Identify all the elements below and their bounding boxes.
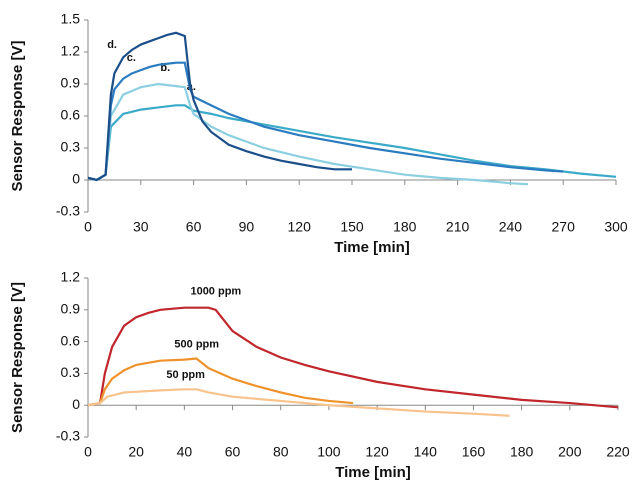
y-tick-label: 1.2 [61, 269, 81, 285]
x-axis-title: Time [min] [335, 464, 411, 481]
y-axis-title: Sensor Response [V] [9, 282, 26, 433]
series-label: 500 ppm [174, 338, 219, 350]
x-tick-label: 80 [273, 444, 289, 460]
y-tick-label: 0.3 [61, 364, 81, 380]
series-label: b. [160, 62, 170, 74]
series-label: 50 ppm [166, 369, 205, 381]
x-tick-label: 300 [604, 219, 628, 235]
x-tick-label: 90 [239, 219, 255, 235]
x-tick-label: 100 [317, 444, 341, 460]
x-tick-label: 20 [128, 444, 144, 460]
x-tick-label: 200 [558, 444, 582, 460]
y-tick-label: 0 [72, 396, 80, 412]
series-label: d. [107, 39, 117, 51]
y-tick-label: 1.5 [61, 11, 81, 27]
x-tick-label: 160 [462, 444, 486, 460]
line-series [87, 31, 352, 182]
x-tick-label: 180 [510, 444, 534, 460]
series-label: c. [127, 52, 136, 64]
x-tick-label: 0 [84, 219, 92, 235]
y-tick-label: 0.9 [61, 75, 81, 91]
x-tick-label: 180 [393, 219, 417, 235]
x-tick-label: 140 [414, 444, 438, 460]
y-tick-label: 1.2 [61, 43, 81, 59]
x-tick-label: 120 [288, 219, 312, 235]
x-tick-label: 40 [177, 444, 193, 460]
y-axis-title: Sensor Response [V] [9, 41, 26, 192]
x-tick-label: 210 [446, 219, 470, 235]
line-series [87, 388, 510, 417]
line-series [87, 306, 619, 409]
x-tick-label: 30 [133, 219, 149, 235]
line-series [87, 104, 617, 182]
y-tick-label: 0.6 [61, 332, 81, 348]
line-series [87, 357, 354, 407]
y-tick-label: -0.3 [56, 203, 80, 219]
y-tick-label: -0.3 [56, 428, 80, 444]
x-tick-label: 150 [340, 219, 364, 235]
x-tick-label: 60 [225, 444, 241, 460]
y-tick-label: 0 [72, 171, 80, 187]
x-tick-label: 0 [84, 444, 92, 460]
x-tick-label: 220 [606, 444, 630, 460]
y-tick-label: 0.3 [61, 139, 81, 155]
line-series [87, 82, 529, 186]
x-axis-title: Time [min] [334, 239, 410, 256]
y-tick-label: 0.9 [61, 301, 81, 317]
y-tick-label: 0.6 [61, 107, 81, 123]
x-tick-label: 60 [186, 219, 202, 235]
x-tick-label: 120 [365, 444, 389, 460]
series-label: 1000 ppm [190, 286, 241, 298]
x-tick-label: 240 [499, 219, 523, 235]
x-tick-label: 270 [552, 219, 576, 235]
